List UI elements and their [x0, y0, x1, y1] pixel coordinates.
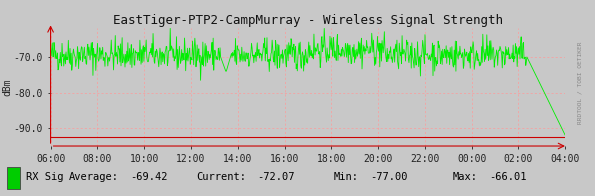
Text: RX Sig: RX Sig [26, 172, 63, 182]
Title: EastTiger-PTP2-CampMurray - Wireless Signal Strength: EastTiger-PTP2-CampMurray - Wireless Sig… [113, 14, 503, 27]
Y-axis label: dBm: dBm [2, 78, 12, 96]
Text: -66.01: -66.01 [489, 172, 527, 182]
Text: Min:: Min: [333, 172, 358, 182]
Text: -69.42: -69.42 [130, 172, 167, 182]
Text: RRDTOOL / TOBI OETIKER: RRDTOOL / TOBI OETIKER [578, 41, 583, 123]
Text: Average:: Average: [68, 172, 118, 182]
Text: Current:: Current: [196, 172, 246, 182]
FancyBboxPatch shape [7, 167, 20, 189]
Text: -72.07: -72.07 [257, 172, 295, 182]
Text: Max:: Max: [452, 172, 477, 182]
Text: -77.00: -77.00 [370, 172, 408, 182]
